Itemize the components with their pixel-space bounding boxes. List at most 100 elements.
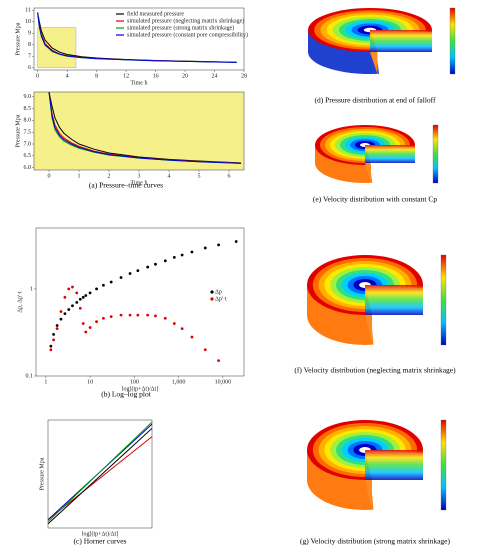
legend-label: simulated pressure (constant pore compre… <box>127 31 248 38</box>
caption: (f) Velocity distribution (neglecting ma… <box>294 366 456 375</box>
x-tick-label: 16 <box>153 73 159 79</box>
y-tick-label: 6.5 <box>24 153 32 159</box>
legend-label: Δp'·t <box>215 296 227 302</box>
point <box>128 313 132 317</box>
colorbar <box>432 124 439 184</box>
y-tick-label: 6 <box>28 65 31 71</box>
point <box>95 320 98 324</box>
point <box>190 335 194 339</box>
y-tick-label: 7 <box>28 54 31 60</box>
y-tick-label: 0.1 <box>26 373 34 379</box>
y-axis-label: Pressure Mpa <box>39 457 45 490</box>
colorbar <box>449 7 456 75</box>
colorbar <box>440 254 447 346</box>
point <box>49 348 53 352</box>
caption: (c) Horner curves <box>74 537 127 546</box>
point <box>63 312 67 316</box>
point <box>163 316 167 320</box>
y-tick-label: 8 <box>28 42 31 48</box>
x-tick-label: 2 <box>108 173 111 179</box>
y-axis-label: Pressure Mpa <box>15 114 21 147</box>
point <box>154 314 157 318</box>
cut-face <box>365 285 423 315</box>
point <box>75 291 79 295</box>
x-tick-label: 28 <box>241 73 247 79</box>
x-tick-label: 6 <box>228 173 231 179</box>
point <box>55 324 59 327</box>
point <box>102 283 105 287</box>
legend-label: simulated pressure (neglecting matrix sh… <box>127 17 244 24</box>
line <box>48 91 242 164</box>
y-tick-label: 9.0 <box>24 94 32 100</box>
x-tick-label: 10 <box>87 379 93 385</box>
point <box>63 295 67 299</box>
plot-area <box>35 227 245 377</box>
point <box>136 313 140 317</box>
point <box>234 240 238 243</box>
legend-label: Δp <box>215 289 222 295</box>
point <box>59 310 63 313</box>
x-tick-label: 3 <box>138 173 141 179</box>
y-axis-label: Pressure Mpa <box>15 22 21 55</box>
y-tick-label: 11 <box>25 8 31 14</box>
point <box>217 359 220 363</box>
x-tick-label: 0 <box>48 173 51 179</box>
point <box>78 297 82 301</box>
point <box>180 253 184 257</box>
x-tick-label: 4 <box>168 173 171 179</box>
line <box>37 12 237 63</box>
point <box>128 272 132 275</box>
x-tick-label: 5 <box>198 173 201 179</box>
highlight <box>37 27 77 68</box>
legend-marker <box>210 290 214 294</box>
caption: (d) Pressure distribution at end of fall… <box>314 96 436 105</box>
x-axis-label: Time h <box>131 180 148 186</box>
point <box>52 338 56 342</box>
point <box>84 330 88 334</box>
y-tick-label: 7.0 <box>24 141 32 147</box>
cut-face <box>365 145 415 163</box>
point <box>217 243 220 247</box>
x-axis-label: log[(tp+Δt)/Δt] <box>122 385 158 392</box>
cut-face <box>370 30 432 52</box>
plot-area <box>47 419 153 529</box>
y-axis-label: Δp, Δp'·t <box>17 291 23 313</box>
x-tick-label: 0 <box>36 73 39 79</box>
point <box>81 295 85 299</box>
point <box>88 291 92 295</box>
x-tick-label: 1 <box>44 379 47 385</box>
colorbar <box>440 419 447 511</box>
line <box>47 421 153 523</box>
point <box>136 269 140 273</box>
x-tick-label: 10,000 <box>215 379 232 385</box>
point <box>146 313 150 317</box>
point <box>146 265 150 269</box>
point <box>203 246 207 250</box>
point <box>71 285 74 289</box>
line <box>47 427 153 525</box>
point <box>172 322 176 325</box>
caption: (a) Pressure–time curves <box>89 181 163 190</box>
legend-label: field measured pressure <box>127 10 184 17</box>
x-tick-label: 4 <box>66 73 69 79</box>
point <box>75 300 79 304</box>
point <box>59 317 63 321</box>
x-axis-label: log[(tp+Δt)/Δt] <box>82 530 118 537</box>
x-tick-label: 24 <box>212 73 218 79</box>
legend-label: simulated pressure (strong matrix shrink… <box>127 24 234 31</box>
caption: (g) Velocity distribution (strong matrix… <box>300 537 451 546</box>
y-tick-label: 6.0 <box>24 165 32 171</box>
point <box>119 276 123 279</box>
x-tick-label: 8 <box>95 73 98 79</box>
point <box>154 262 157 266</box>
point <box>78 306 82 310</box>
point <box>67 287 71 291</box>
x-tick-label: 100 <box>130 379 139 385</box>
y-tick-label: 7.5 <box>24 130 32 136</box>
caption: (e) Velocity distribution with constant … <box>313 195 437 204</box>
x-tick-label: 1 <box>78 173 81 179</box>
point <box>190 250 194 254</box>
point <box>95 287 98 291</box>
point <box>163 259 167 263</box>
y-tick-label: 10 <box>25 19 31 25</box>
